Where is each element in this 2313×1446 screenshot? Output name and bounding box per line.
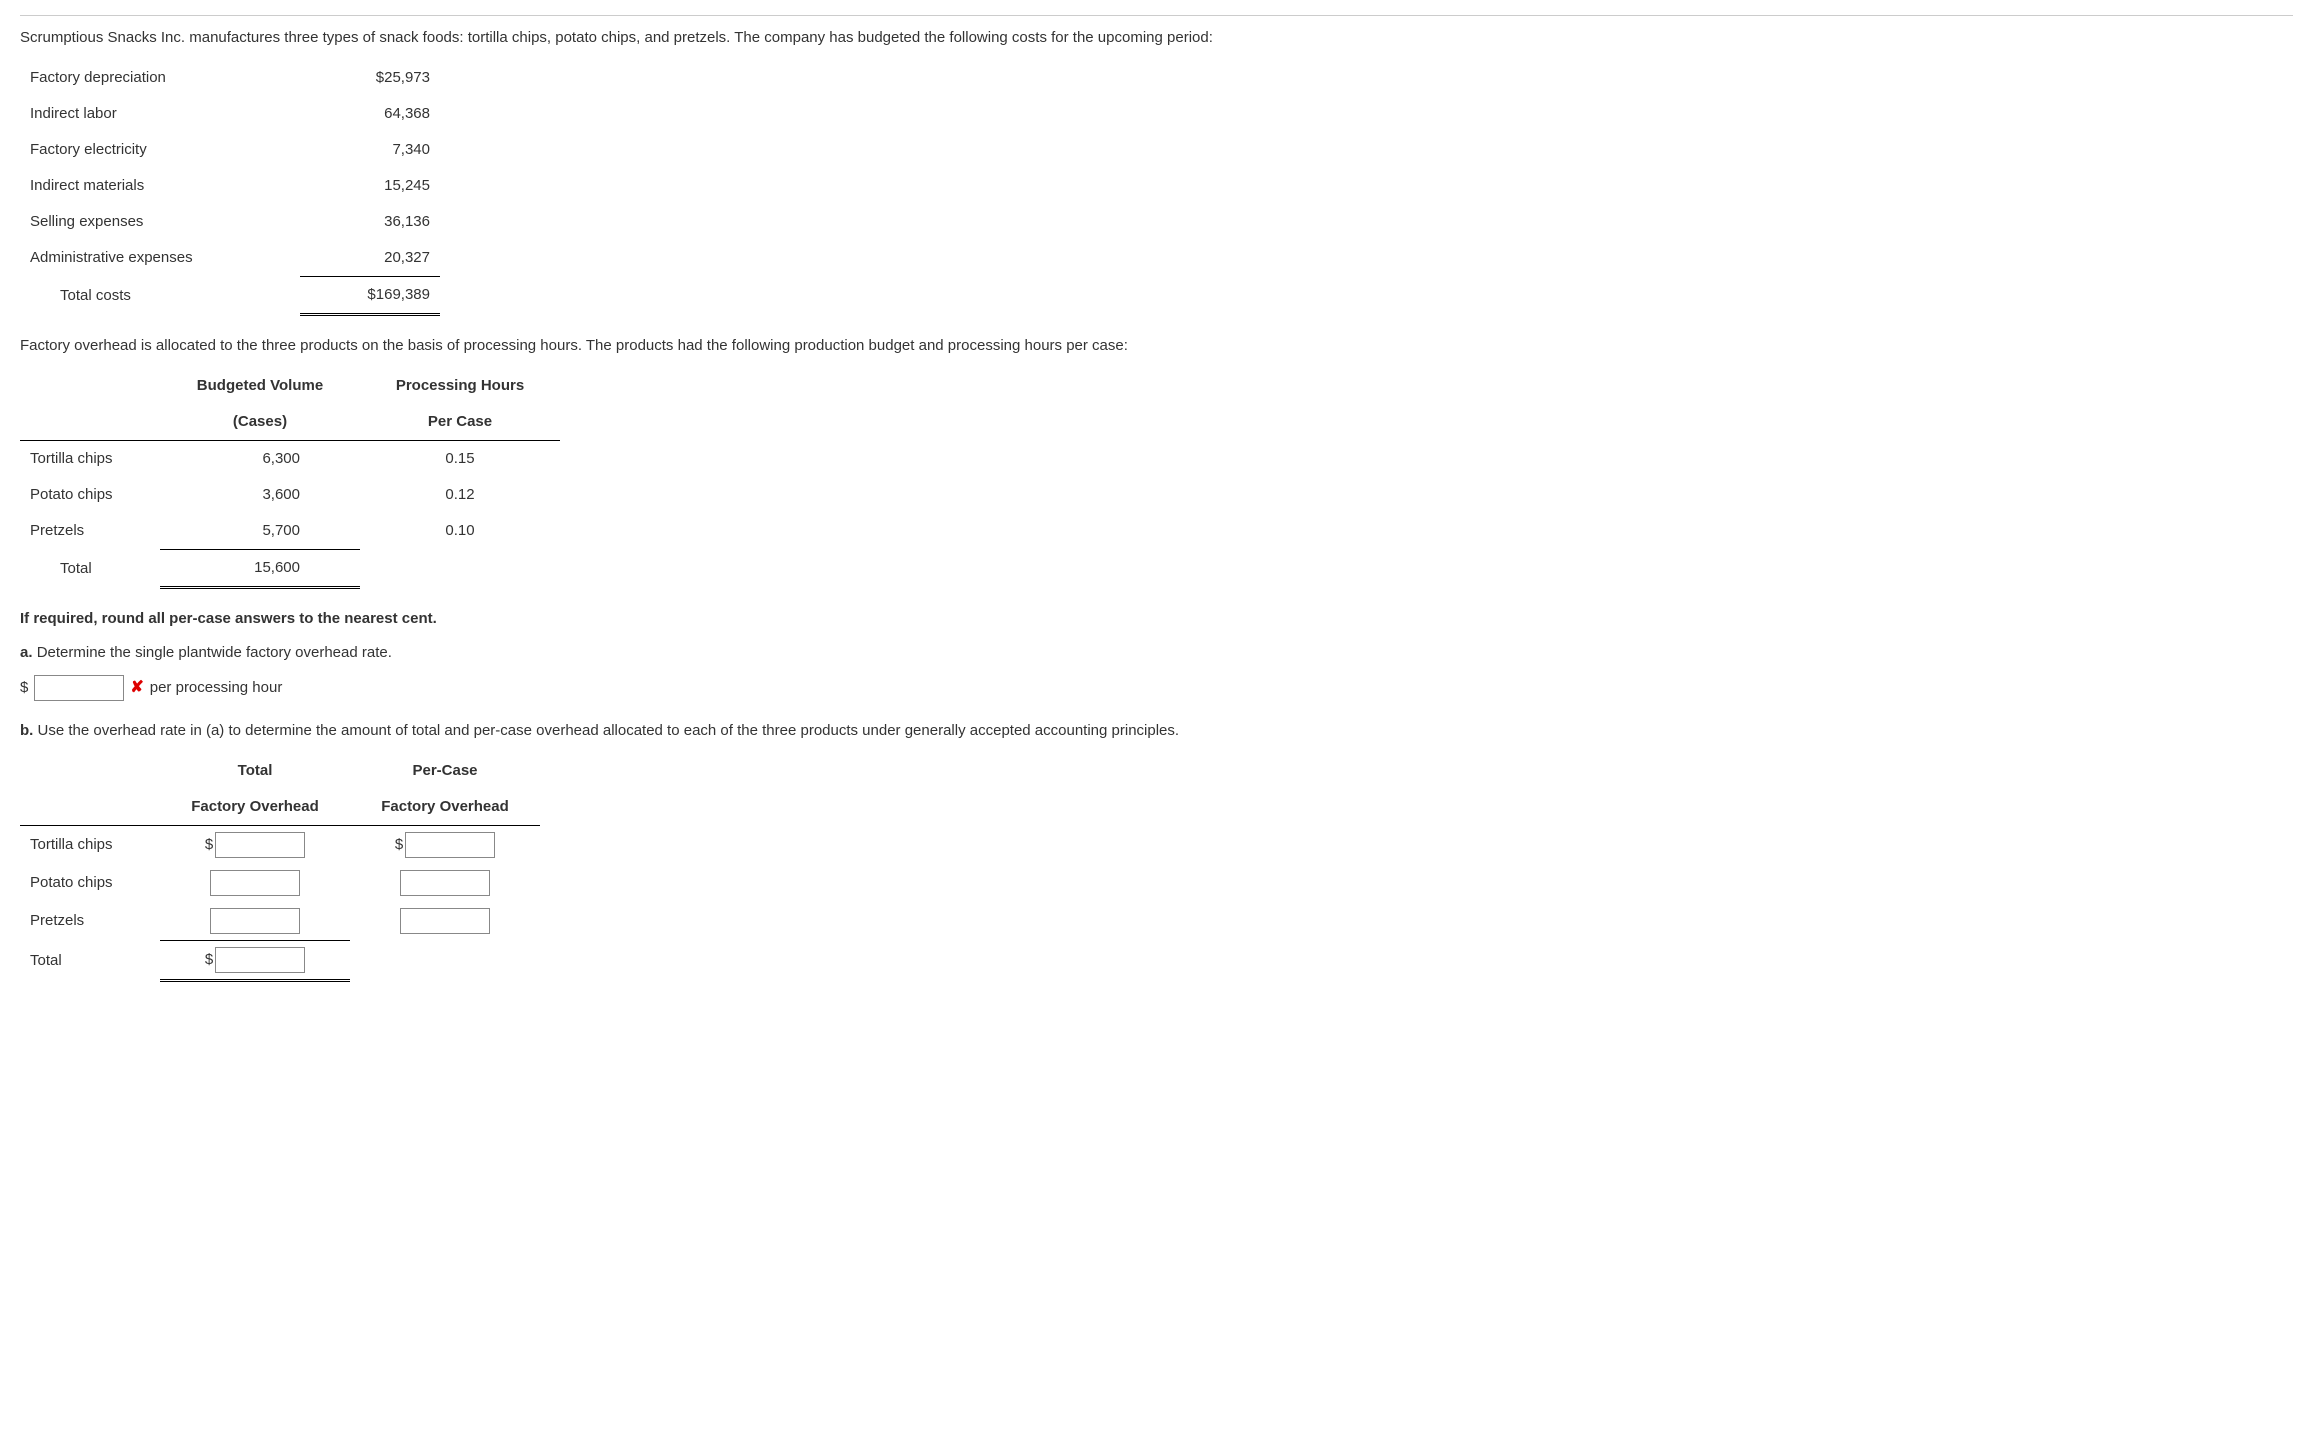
budget-row-volume: 3,600 [160,477,360,513]
cost-label: Selling expenses [20,204,300,240]
overhead-header-percase-l2: Factory Overhead [350,789,540,826]
overhead-header-total-l1: Total [160,753,350,789]
total-overhead-total-input[interactable] [215,947,305,973]
question-b-label: b. [20,722,33,739]
overhead-para: Factory overhead is allocated to the thr… [20,334,2293,358]
overhead-header-total-l2: Factory Overhead [160,789,350,826]
per-hour-suffix: per processing hour [150,676,283,700]
cost-value: 20,327 [300,240,440,277]
overhead-table: Total Per-Case Factory Overhead Factory … [20,753,540,982]
dollar-prefix: $ [205,833,213,857]
question-a-text: Determine the single plantwide factory o… [37,644,392,661]
question-b-text: Use the overhead rate in (a) to determin… [38,722,1180,739]
cost-total-value: $169,389 [300,277,440,315]
budget-header-volume-l2: (Cases) [160,404,360,441]
total-overhead-input[interactable] [210,908,300,934]
budget-row-hours: 0.10 [360,513,560,550]
dollar-prefix: $ [395,833,403,857]
cost-label: Indirect labor [20,96,300,132]
round-note: If required, round all per-case answers … [20,607,2293,631]
cost-value: $25,973 [300,60,440,96]
cost-label: Factory electricity [20,132,300,168]
cost-label: Factory depreciation [20,60,300,96]
dollar-prefix: $ [205,948,213,972]
total-overhead-input[interactable] [210,870,300,896]
budget-header-hours-l1: Processing Hours [360,368,560,404]
budget-row-label: Tortilla chips [20,441,160,478]
cost-value: 64,368 [300,96,440,132]
answer-a-row: $ ✘ per processing hour [20,675,2293,701]
cost-value: 36,136 [300,204,440,240]
x-mark-icon: ✘ [130,675,143,701]
budget-header-volume-l1: Budgeted Volume [160,368,360,404]
budget-row-hours: 0.15 [360,441,560,478]
budget-total-volume: 15,600 [160,550,360,588]
question-b: b. Use the overhead rate in (a) to deter… [20,719,2293,743]
costs-table: Factory depreciation $25,973 Indirect la… [20,60,440,316]
budget-row-volume: 6,300 [160,441,360,478]
total-overhead-input[interactable] [215,832,305,858]
percase-overhead-input[interactable] [405,832,495,858]
overhead-row-label: Pretzels [20,902,160,941]
budget-table: Budgeted Volume Processing Hours (Cases)… [20,368,560,589]
percase-overhead-input[interactable] [400,870,490,896]
overhead-rate-input[interactable] [34,675,124,701]
budget-row-label: Potato chips [20,477,160,513]
dollar-prefix: $ [20,676,28,700]
overhead-row-label: Potato chips [20,864,160,902]
intro-text: Scrumptious Snacks Inc. manufactures thr… [20,26,2293,50]
cost-value: 7,340 [300,132,440,168]
cost-label: Administrative expenses [20,240,300,277]
overhead-row-label: Tortilla chips [20,826,160,865]
percase-overhead-input[interactable] [400,908,490,934]
budget-row-volume: 5,700 [160,513,360,550]
budget-header-hours-l2: Per Case [360,404,560,441]
budget-row-label: Pretzels [20,513,160,550]
question-a-label: a. [20,644,33,661]
overhead-header-percase-l1: Per-Case [350,753,540,789]
cost-total-label: Total costs [20,277,300,315]
budget-row-hours: 0.12 [360,477,560,513]
overhead-total-label: Total [20,941,160,981]
cost-value: 15,245 [300,168,440,204]
question-a: a. Determine the single plantwide factor… [20,641,2293,665]
cost-label: Indirect materials [20,168,300,204]
top-divider [20,15,2293,16]
budget-total-label: Total [20,550,160,588]
